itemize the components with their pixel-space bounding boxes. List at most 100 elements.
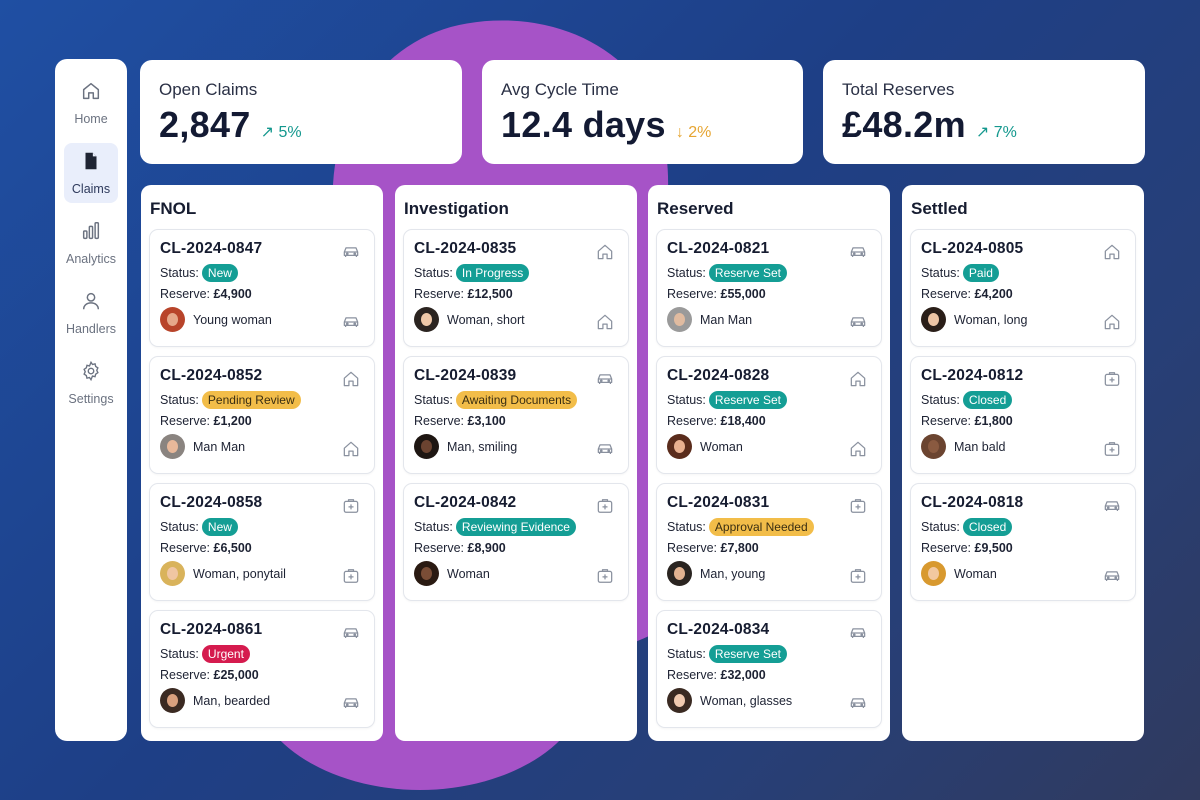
car-icon [848, 242, 868, 262]
claim-card[interactable]: CL-2024-0821 Status: Reserve Set Reserve: £… [656, 229, 882, 347]
medical-icon [341, 566, 361, 586]
claim-id: CL-2024-0828 [667, 367, 770, 384]
nav-label: Handlers [65, 322, 117, 336]
reserve-value: £3,100 [467, 414, 506, 428]
reserve-label: Reserve: [921, 541, 972, 555]
claim-card[interactable]: CL-2024-0839 Status: Awaiting Documents Res… [403, 356, 629, 474]
claim-id: CL-2024-0818 [921, 494, 1024, 511]
claim-status: Status: New [160, 518, 364, 536]
reserve-label: Reserve: [160, 287, 211, 301]
status-badge: Pending Review [201, 391, 301, 409]
claim-status: Status: Closed [921, 518, 1125, 536]
car-icon [341, 242, 361, 262]
column-fnol: FNOL CL-2024-0847 Status: New Reserve: £4,9… [141, 185, 383, 741]
claim-card[interactable]: CL-2024-0835 Status: In Progress Reserve: £… [403, 229, 629, 347]
reserve-value: £1,800 [974, 414, 1013, 428]
claim-status: Status: Urgent [160, 645, 364, 663]
claim-status: Status: Approval Needed [667, 518, 871, 536]
avatar-face [421, 567, 432, 580]
nav-item-home[interactable]: Home [64, 73, 118, 133]
avatar-face [674, 440, 685, 453]
avatar [414, 307, 439, 332]
avatar-face [674, 694, 685, 707]
avatar-face [928, 440, 939, 453]
claim-handler: Woman [921, 561, 1125, 586]
claim-card[interactable]: CL-2024-0842 Status: Reviewing Evidence Res… [403, 483, 629, 601]
medical-icon [848, 496, 868, 516]
nav-item-handlers[interactable]: Handlers [64, 283, 118, 343]
claim-card[interactable]: CL-2024-0805 Status: Paid Reserve: £4,200 Wo… [910, 229, 1136, 347]
home-icon [848, 369, 868, 389]
claim-reserve: Reserve: £55,000 [667, 287, 871, 301]
claim-handler: Man, young [667, 561, 871, 586]
claim-handler: Woman, glasses [667, 688, 871, 713]
status-label: Status: [414, 393, 453, 407]
claim-status: Status: Reserve Set [667, 264, 871, 282]
column-investigation: Investigation CL-2024-0835 Status: In Prog… [395, 185, 637, 741]
claim-card[interactable]: CL-2024-0834 Status: Reserve Set Reserve: £… [656, 610, 882, 728]
home-icon [1102, 242, 1122, 262]
nav-item-analytics[interactable]: Analytics [64, 213, 118, 273]
gear-icon [80, 360, 102, 387]
avatar [921, 307, 946, 332]
kpi-value: 12.4 days [501, 104, 666, 145]
claim-handler: Young woman [160, 307, 364, 332]
claim-card[interactable]: CL-2024-0847 Status: New Reserve: £4,900 You… [149, 229, 375, 347]
nav-item-claims[interactable]: Claims [64, 143, 118, 203]
claim-id: CL-2024-0805 [921, 240, 1024, 257]
claim-card[interactable]: CL-2024-0828 Status: Reserve Set Reserve: £… [656, 356, 882, 474]
reserve-label: Reserve: [667, 287, 718, 301]
column-title: FNOL [150, 199, 197, 218]
claim-reserve: Reserve: £18,400 [667, 414, 871, 428]
claim-id: CL-2024-0847 [160, 240, 263, 257]
claim-id: CL-2024-0861 [160, 621, 263, 638]
claim-handler: Woman, ponytail [160, 561, 364, 586]
avatar [921, 561, 946, 586]
avatar [160, 307, 185, 332]
nav-item-settings[interactable]: Settings [64, 353, 118, 413]
card-list: CL-2024-0847 Status: New Reserve: £4,900 You… [149, 229, 375, 728]
reserve-value: £4,200 [974, 287, 1013, 301]
kpi-value: £48.2m [842, 104, 966, 145]
claim-card[interactable]: CL-2024-0818 Status: Closed Reserve: £9,500… [910, 483, 1136, 601]
status-badge: New [201, 518, 238, 536]
reserve-label: Reserve: [921, 287, 972, 301]
claim-card[interactable]: CL-2024-0861 Status: Urgent Reserve: £25,00… [149, 610, 375, 728]
nav-label: Claims [71, 182, 111, 196]
claim-status: Status: Pending Review [160, 391, 364, 409]
claim-card[interactable]: CL-2024-0831 Status: Approval Needed Reserv… [656, 483, 882, 601]
handler-name: Young woman [193, 312, 272, 327]
reserve-value: £18,400 [720, 414, 766, 428]
claim-id: CL-2024-0834 [667, 621, 770, 638]
claim-card[interactable]: CL-2024-0812 Status: Closed Reserve: £1,800… [910, 356, 1136, 474]
claim-status: Status: Closed [921, 391, 1125, 409]
kpi-change: ↗ 5% [260, 124, 302, 141]
reserve-value: £8,900 [467, 541, 506, 555]
avatar [667, 561, 692, 586]
claim-handler: Man Man [160, 434, 364, 459]
kpi-value: 2,847 [159, 104, 251, 145]
claim-card[interactable]: CL-2024-0858 Status: New Reserve: £6,500 Wom… [149, 483, 375, 601]
handler-name: Man, bearded [193, 693, 271, 708]
home-icon [1102, 312, 1122, 332]
status-label: Status: [160, 266, 199, 280]
status-label: Status: [160, 393, 199, 407]
medical-icon [595, 496, 615, 516]
sidebar: Home Claims Analytics Handlers Settings [55, 59, 127, 741]
claim-id: CL-2024-0839 [414, 367, 517, 384]
car-icon [341, 693, 361, 713]
handler-name: Man Man [700, 312, 753, 327]
card-list: CL-2024-0835 Status: In Progress Reserve: £… [403, 229, 629, 601]
reserve-label: Reserve: [160, 541, 211, 555]
kpi-change: ↓ 2% [675, 124, 712, 141]
claim-reserve: Reserve: £4,200 [921, 287, 1125, 301]
status-badge: Reviewing Evidence [455, 518, 576, 536]
card-list: CL-2024-0805 Status: Paid Reserve: £4,200 Wo… [910, 229, 1136, 601]
claim-handler: Man, smiling [414, 434, 618, 459]
avatar [160, 561, 185, 586]
handler-name: Woman, long [954, 312, 1028, 327]
claim-reserve: Reserve: £8,900 [414, 541, 618, 555]
avatar-face [674, 567, 685, 580]
claim-card[interactable]: CL-2024-0852 Status: Pending Review Reserve… [149, 356, 375, 474]
status-label: Status: [667, 266, 706, 280]
